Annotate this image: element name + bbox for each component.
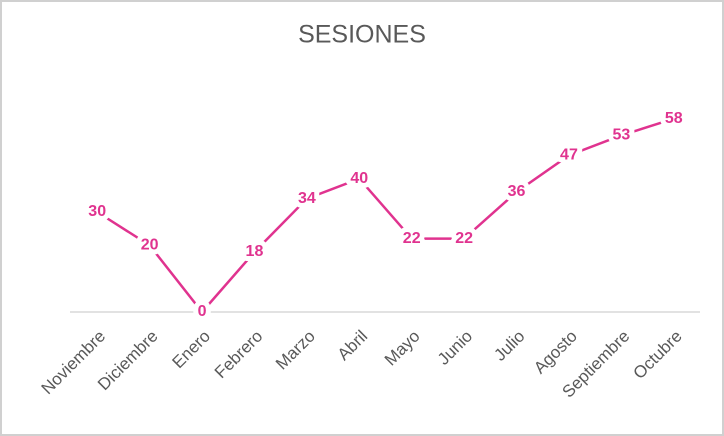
chart-title: SESIONES [298, 21, 426, 49]
data-label: 34 [298, 190, 316, 207]
data-label: 20 [141, 237, 159, 254]
data-label: 36 [508, 183, 526, 200]
data-label: 40 [350, 170, 368, 187]
data-label: 22 [403, 230, 421, 247]
data-label: 18 [246, 243, 264, 260]
data-label: 30 [88, 203, 106, 220]
data-label: 0 [198, 303, 207, 320]
data-label: 47 [560, 147, 578, 164]
data-label: 22 [455, 230, 473, 247]
data-label: 53 [612, 127, 630, 144]
data-label: 58 [665, 110, 683, 127]
line [96, 117, 675, 314]
